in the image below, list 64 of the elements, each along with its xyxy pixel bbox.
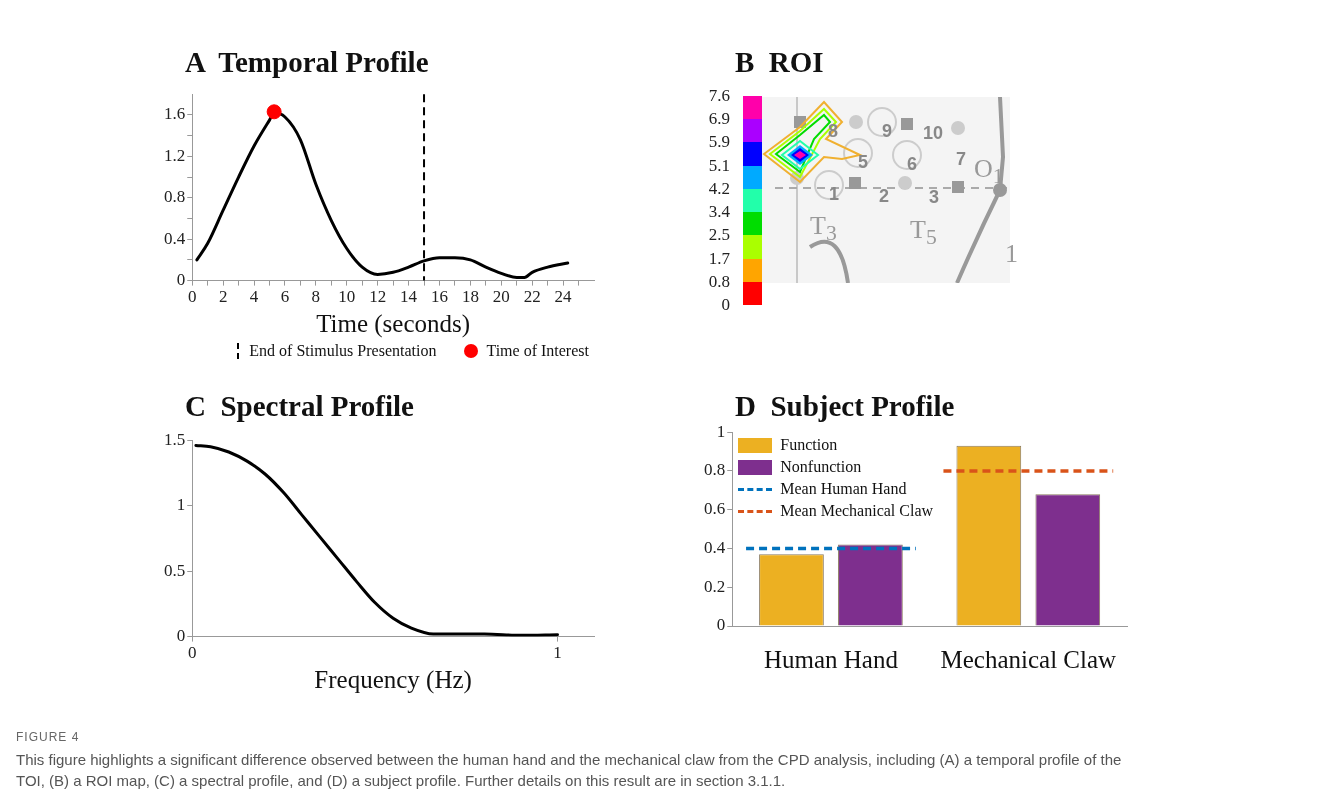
text: 3.4 <box>707 202 730 223</box>
text: T$_{5}$ <box>910 215 937 251</box>
chart-title: A Temporal Profile <box>185 46 429 79</box>
legend-label: Time of Interest <box>486 342 589 360</box>
text: This figure highlights a significant difference observed between the human hand and the mechanical claw from the CPD analysis, including (A) a temporal profile of the TOI, (B) a ROI map, (C) a spectral profile, and (D) a subject profile. Further details on this result are in section 3.1.1. <box>16 750 1123 791</box>
y-tick-label: 1.6 <box>164 104 186 124</box>
x-tick-label: 6 <box>280 287 290 307</box>
y-tick-label: 0.5 <box>164 560 186 580</box>
text: 1.7 <box>707 248 730 269</box>
y-tick-label: 0.6 <box>704 499 726 519</box>
text: 2.5 <box>707 225 730 246</box>
x-tick-label: 2 <box>218 287 228 307</box>
text: 1 <box>1005 239 1018 269</box>
legend-label: Nonfunction <box>780 458 862 477</box>
text: FIGURE 4 <box>16 730 81 744</box>
chart-title: C Spectral Profile <box>185 390 414 423</box>
text: 1 <box>829 184 840 205</box>
x-tick-label: 10 <box>338 287 356 307</box>
text: 2 <box>879 186 890 207</box>
x-tick-label: Human Hand <box>763 645 899 673</box>
x-axis-title: Time (seconds) <box>316 309 471 338</box>
y-tick-label: 0.8 <box>164 187 186 207</box>
text: 7 <box>956 149 967 170</box>
y-tick-label: 0 <box>176 626 186 646</box>
x-tick-label: 12 <box>369 287 387 307</box>
text: 5.9 <box>707 132 730 153</box>
legend-label: Mean Mechanical Claw <box>780 502 934 521</box>
line-series <box>194 443 559 637</box>
y-tick-label: 0.2 <box>704 576 726 596</box>
x-tick-label: 1 <box>553 643 562 663</box>
text: 9 <box>882 121 893 142</box>
text: B ROI <box>735 46 824 79</box>
text: 5 <box>858 152 869 173</box>
text: 10 <box>923 123 944 144</box>
legend-label: Function <box>780 436 838 455</box>
x-tick-label: Mechanical Claw <box>940 645 1117 673</box>
y-tick-label: 1 <box>176 495 186 515</box>
text: T$_{3}$ <box>810 211 837 247</box>
text: 4.2 <box>707 178 730 199</box>
x-tick-label: 8 <box>311 287 321 307</box>
x-tick-label: 14 <box>400 287 418 307</box>
text: 5.1 <box>707 155 730 176</box>
legend-label: End of Stimulus Presentation <box>249 342 437 360</box>
y-tick-label: 1.5 <box>164 429 186 449</box>
y-tick-label: 0.4 <box>164 228 186 248</box>
y-tick-label: 0 <box>716 615 726 635</box>
y-tick-label: 0.8 <box>704 460 726 480</box>
y-tick-label: 1 <box>716 421 726 441</box>
x-tick-label: 24 <box>554 287 573 307</box>
y-tick-label: 0 <box>176 270 186 290</box>
chart-title: D Subject Profile <box>735 390 955 423</box>
text: 7.6 <box>707 86 730 106</box>
legend-label: Mean Human Hand <box>780 480 907 499</box>
y-tick-label: 0.4 <box>704 537 726 557</box>
text: 6 <box>907 154 918 175</box>
x-tick-label: 4 <box>249 287 259 307</box>
y-tick-label: 1.2 <box>164 145 186 165</box>
x-tick-label: 18 <box>461 287 479 307</box>
x-axis-title: Frequency (Hz) <box>314 665 472 694</box>
text: 3 <box>929 187 940 208</box>
text: 6.9 <box>707 109 730 130</box>
x-tick-label: 20 <box>492 287 510 307</box>
x-tick-label: 22 <box>523 287 541 307</box>
x-tick-label: 16 <box>430 287 448 307</box>
